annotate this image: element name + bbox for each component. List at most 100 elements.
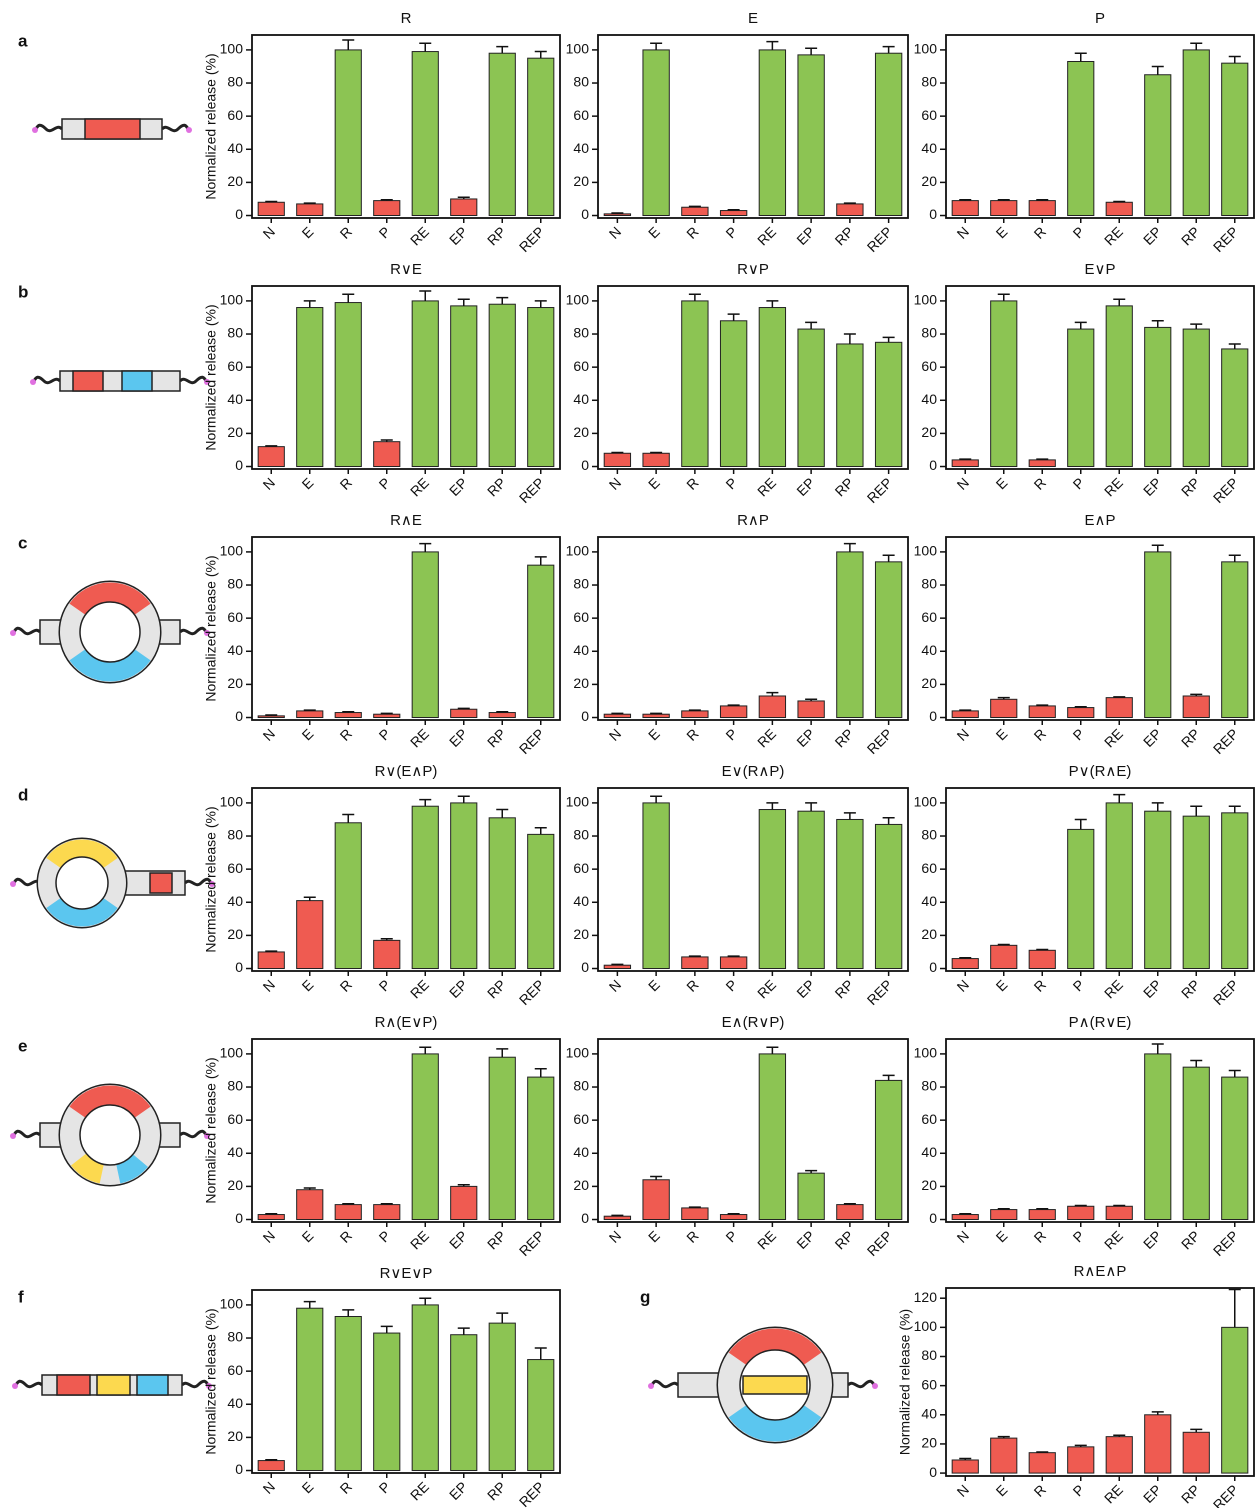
x-tick-label: R [683, 725, 701, 743]
chart-title: R∨(E∧P) [375, 763, 438, 780]
x-tick-label: P [1070, 725, 1088, 743]
error-bar [1229, 344, 1241, 349]
bar [489, 1323, 515, 1470]
bar [1106, 1437, 1132, 1473]
error-bar [650, 452, 662, 453]
x-tick-label: EP [1140, 1481, 1165, 1506]
bar [1183, 816, 1209, 968]
bar [759, 696, 785, 718]
x-tick-label: REP [516, 1478, 548, 1508]
bar [1222, 1327, 1248, 1473]
bar [837, 204, 863, 216]
y-tick-label: 80 [573, 827, 589, 843]
y-tick-label: 0 [235, 959, 243, 975]
linker-block [85, 119, 140, 139]
bar [952, 1460, 978, 1473]
y-tick-label: 60 [573, 860, 589, 876]
error-bar [883, 818, 895, 825]
y-tick-label: 20 [921, 926, 937, 942]
chart-title: P∧(R∨E) [1069, 1014, 1132, 1031]
x-tick-label: RP [832, 474, 857, 499]
bar [335, 713, 361, 718]
y-tick-label: 20 [227, 1428, 243, 1444]
error-bar [689, 1207, 701, 1208]
x-tick-label: N [606, 976, 624, 994]
error-bar [689, 294, 701, 301]
y-tick-label: 0 [929, 206, 937, 222]
y-tick-label: 60 [227, 107, 243, 123]
error-bar [419, 800, 431, 807]
y-tick-label: 80 [227, 74, 243, 90]
x-tick-label: E [645, 474, 663, 492]
y-tick-label: 100 [566, 794, 590, 810]
x-tick-label: EP [793, 474, 818, 499]
error-bar [998, 294, 1010, 301]
bar [451, 709, 477, 717]
bar [412, 52, 438, 216]
bar [1106, 306, 1132, 467]
bar [374, 714, 400, 717]
bar [528, 308, 554, 467]
error-bar [496, 1049, 508, 1057]
x-tick-label: EP [1140, 223, 1165, 248]
linker-block [743, 1376, 807, 1394]
error-bar [883, 555, 895, 562]
x-tick-label: P [376, 223, 394, 241]
y-tick-label: 80 [921, 74, 937, 90]
error-bar [805, 322, 817, 329]
bar [1145, 75, 1171, 216]
bar [1106, 1206, 1132, 1219]
y-tick-label: 80 [227, 325, 243, 341]
y-tick-label: 0 [235, 206, 243, 222]
x-tick-label: N [954, 725, 972, 743]
x-tick-label: REP [864, 223, 896, 255]
bar [1145, 1415, 1171, 1473]
bar [1145, 811, 1171, 968]
chart-title: R∨P [737, 261, 769, 278]
y-tick-label: 80 [573, 1078, 589, 1094]
error-bar [728, 1214, 740, 1215]
linker-block [137, 1375, 168, 1395]
bar [875, 342, 901, 466]
x-tick-label: P [722, 976, 740, 994]
bar [451, 1186, 477, 1219]
error-bar [342, 712, 354, 713]
x-tick-label: EP [446, 223, 471, 248]
error-bar [304, 1302, 316, 1309]
bar [759, 810, 785, 969]
error-bar [805, 803, 817, 811]
y-tick-label: 40 [921, 140, 937, 156]
bar [991, 301, 1017, 467]
x-tick-label: N [606, 1227, 624, 1245]
y-axis-label: Normalized release (%) [203, 806, 219, 952]
x-tick-label: RE [407, 1227, 432, 1252]
chart-title: P [1095, 10, 1105, 27]
error-bar [1190, 1061, 1202, 1068]
x-tick-label: RP [484, 1227, 509, 1252]
bar [1029, 950, 1055, 968]
error-bar [650, 796, 662, 803]
error-bar [883, 47, 895, 54]
error-bar [766, 42, 778, 50]
error-bar [265, 951, 277, 952]
y-tick-label: 100 [220, 543, 244, 559]
error-bar [728, 210, 740, 211]
error-bar [883, 337, 895, 342]
bar [412, 552, 438, 718]
wire [14, 628, 40, 634]
error-bar [1229, 806, 1241, 813]
bar [682, 207, 708, 215]
bar [837, 344, 863, 467]
x-tick-label: R [1031, 1227, 1049, 1245]
bar [374, 201, 400, 216]
x-tick-label: E [299, 1478, 317, 1496]
linker-block [122, 371, 152, 391]
y-tick-label: 40 [227, 1395, 243, 1411]
x-tick-label: REP [1210, 1227, 1242, 1259]
error-bar [381, 1326, 393, 1333]
panel-label: f [18, 1287, 24, 1306]
error-bar [650, 43, 662, 50]
bar [297, 1190, 323, 1220]
y-tick-label: 20 [227, 926, 243, 942]
bar [412, 301, 438, 467]
